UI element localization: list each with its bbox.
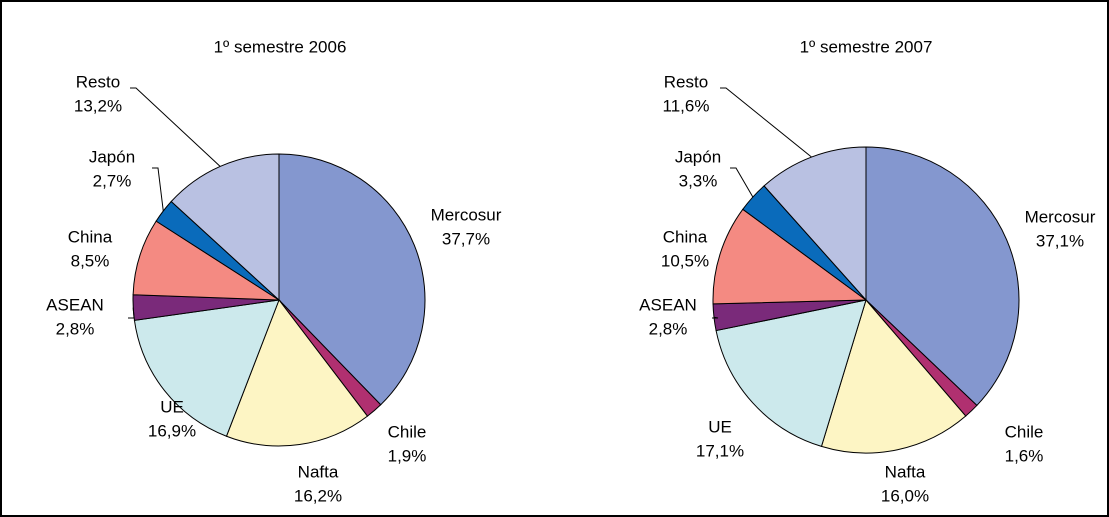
slice-label: Nafta [885, 462, 926, 481]
pie-slice [712, 208, 868, 305]
slice-label: Nafta [298, 462, 339, 481]
value-label: 1,6% [1005, 446, 1044, 465]
slice-label: Chile [388, 422, 427, 441]
pie-slice [715, 299, 867, 448]
pie-slice [763, 146, 867, 302]
pie-slice [225, 298, 369, 447]
leader-line [720, 87, 812, 158]
value-label: 10,5% [661, 251, 709, 270]
slice-label: ASEAN [46, 295, 104, 314]
value-label: 8,5% [71, 251, 110, 270]
slice-label: UE [708, 417, 732, 436]
value-label: 37,1% [1036, 231, 1084, 250]
value-label: 2,7% [93, 171, 132, 190]
leader-line [130, 87, 221, 167]
slice-label: China [663, 227, 708, 246]
value-label: 3,3% [679, 171, 718, 190]
value-label: 2,8% [56, 319, 95, 338]
pie-slice [170, 153, 280, 302]
slice-label: Mercosur [1025, 207, 1096, 226]
slice-label: Japón [89, 147, 135, 166]
slice-label: China [68, 227, 113, 246]
pie-slice [820, 298, 967, 454]
leader-line [730, 167, 754, 198]
pie-slice [278, 153, 426, 406]
slice-label: Japón [675, 147, 721, 166]
leader-line [128, 307, 135, 319]
slice-label: ASEAN [639, 295, 697, 314]
value-label: 2,8% [649, 319, 688, 338]
slice-label: Resto [76, 72, 120, 91]
leader-line [712, 316, 719, 319]
value-label: 1,9% [388, 446, 427, 465]
value-label: 13,2% [74, 96, 122, 115]
value-label: 17,1% [696, 441, 744, 460]
chart-title: 1º semestre 2006 [214, 37, 347, 56]
value-label: 16,2% [294, 486, 342, 505]
pie-slice [133, 299, 280, 437]
chart-title: 1º semestre 2007 [800, 37, 933, 56]
value-label: 16,0% [881, 486, 929, 505]
slice-label: Chile [1005, 422, 1044, 441]
leader-line [152, 167, 164, 212]
value-label: 11,6% [663, 96, 710, 115]
pie-slice [865, 146, 1020, 407]
slice-label: Mercosur [431, 205, 502, 224]
slice-label: UE [160, 397, 184, 416]
value-label: 16,9% [148, 421, 196, 440]
slice-label: Resto [664, 72, 708, 91]
value-label: 37,7% [442, 229, 490, 248]
